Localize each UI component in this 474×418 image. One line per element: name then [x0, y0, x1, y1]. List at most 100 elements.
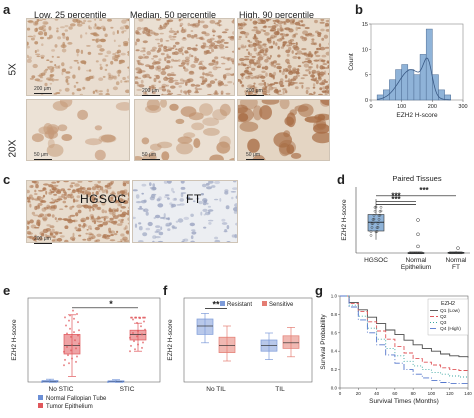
data-point	[450, 251, 453, 255]
data-point	[137, 343, 139, 346]
legend-label: Sensitive	[269, 302, 294, 308]
panel-label-b: b	[355, 2, 363, 17]
data-point	[77, 321, 79, 324]
data-point	[49, 381, 51, 383]
data-point	[144, 316, 146, 319]
panel-label-g: g	[315, 283, 323, 298]
legend-label: Resistant	[227, 302, 252, 308]
column-title-high: High, 90 percentile	[239, 10, 315, 20]
data-point	[132, 318, 134, 321]
data-point	[415, 251, 418, 255]
data-point	[143, 320, 145, 323]
scale-bar-5x-3: 200 μm	[246, 88, 264, 96]
legend-swatch	[38, 395, 43, 400]
x-category-label: FT	[452, 264, 460, 271]
data-point	[136, 321, 138, 324]
data-point	[71, 357, 73, 360]
data-point	[76, 355, 78, 358]
x-tick-label: 40	[374, 391, 380, 396]
data-point	[374, 230, 378, 234]
data-point	[77, 334, 79, 337]
box	[218, 336, 236, 353]
data-point	[413, 251, 417, 255]
legend-title: EZH2	[441, 301, 455, 307]
y-axis-label: Survival Probability	[320, 314, 327, 370]
legend-label: Q1 (Low)	[440, 308, 460, 314]
data-point	[63, 350, 65, 353]
data-point	[69, 327, 71, 330]
data-point	[73, 317, 75, 320]
data-point	[417, 251, 421, 255]
micrograph-tile	[134, 99, 235, 161]
plot-frame	[183, 297, 313, 383]
data-point	[53, 381, 55, 383]
x-tick-label: 0	[369, 104, 372, 110]
data-point	[112, 380, 114, 383]
x-tick-label: 80	[411, 391, 417, 396]
data-point	[372, 214, 376, 217]
x-tick-label: 100	[428, 391, 436, 396]
x-tick-label: 140	[464, 391, 472, 396]
histogram-bar	[389, 79, 396, 101]
data-point	[144, 328, 146, 331]
column-title-median: Median, 50 percentile	[130, 10, 217, 20]
histogram-bar	[407, 69, 415, 101]
histogram-bar	[413, 74, 421, 101]
data-point	[373, 209, 377, 213]
data-point	[44, 380, 46, 383]
panel-label-e: e	[3, 283, 11, 298]
x-tick-label: 300	[458, 104, 467, 110]
micrograph-tile	[237, 18, 330, 96]
legend-label: Q3	[440, 320, 447, 326]
x-axis-label: Survival Times (Months)	[369, 398, 439, 405]
scale-bar-label: 200 μm	[34, 236, 51, 242]
data-point	[66, 346, 68, 348]
data-point	[42, 380, 44, 383]
data-point	[456, 251, 460, 255]
data-point	[133, 340, 135, 343]
significance-label: *	[109, 299, 113, 309]
y-axis-label: Count	[348, 53, 355, 71]
y-tick-label: 5	[365, 73, 368, 79]
data-point	[73, 331, 75, 334]
x-tick-label: 20	[356, 391, 362, 396]
data-point	[141, 333, 143, 336]
data-point	[370, 226, 374, 229]
micrograph-tile	[237, 99, 330, 161]
boxplot-chart-e: EZH2 H-score No STIC STIC * Normal Fallopian…	[11, 297, 161, 410]
data-point	[420, 251, 423, 255]
panel-label-f: f	[163, 283, 168, 298]
data-point	[78, 329, 80, 332]
box	[196, 318, 214, 335]
data-point	[65, 324, 67, 327]
scale-bar-label: 50 μm	[246, 152, 260, 158]
data-point	[460, 251, 463, 255]
significance-label: ***	[419, 186, 429, 195]
legend-label: Q4 (High)	[440, 326, 461, 332]
scale-bar-20x-2: 50 μm	[142, 152, 160, 160]
survival-curve	[340, 295, 468, 384]
survival-curve	[340, 295, 468, 378]
data-point	[408, 251, 412, 255]
x-tick-label: 60	[392, 391, 398, 396]
data-point	[75, 347, 77, 350]
scale-bar-label: 200 μm	[246, 88, 263, 94]
x-category-label: No TIL	[206, 386, 226, 393]
micrograph-tile	[134, 18, 235, 96]
outlier-point	[416, 232, 420, 237]
data-point	[411, 251, 414, 255]
y-tick-label: 0.6	[331, 330, 338, 335]
legend-swatch	[220, 301, 225, 306]
outlier-point	[456, 246, 460, 250]
data-point	[455, 251, 458, 255]
data-point	[371, 218, 375, 221]
y-tick-label: 0.8	[331, 312, 338, 317]
box	[282, 335, 300, 349]
data-point	[448, 251, 452, 255]
data-point	[136, 335, 138, 338]
data-point	[135, 316, 137, 319]
data-point	[46, 380, 48, 383]
plot-frame	[27, 297, 161, 383]
data-point	[108, 380, 110, 383]
micrograph-tile	[26, 180, 130, 243]
